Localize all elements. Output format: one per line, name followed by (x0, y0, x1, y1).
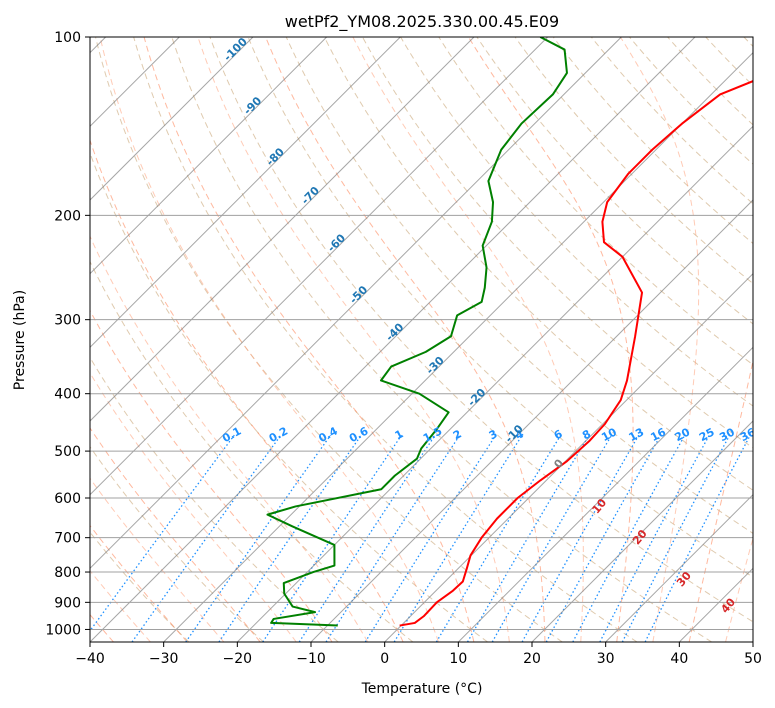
mixing-ratio-line (466, 434, 590, 642)
mixing-ratio-line (491, 434, 613, 642)
mixing-ratio-line (218, 434, 362, 642)
moist-adiabat-line (90, 138, 404, 642)
isotherms (90, 37, 753, 642)
y-tick-label: 900 (54, 595, 81, 611)
isotherm-line (310, 199, 753, 642)
y-tick-label: 500 (54, 444, 81, 460)
mixing-ratio-line (572, 434, 686, 642)
dry-adiabat-line (133, 37, 638, 642)
isotherm-line (90, 37, 475, 422)
x-tick-label: 50 (744, 651, 762, 667)
x-tick-label: 0 (380, 651, 389, 667)
moist-adiabat-line (352, 37, 584, 642)
mixing-ratio-label: 36 (738, 425, 758, 444)
mixing-ratio-label: 13 (627, 425, 647, 444)
y-tick-label: 300 (54, 313, 81, 329)
moist-adiabat-line (90, 427, 261, 642)
isotherm-line (90, 37, 328, 275)
isotherm-line (605, 493, 753, 642)
dry-adiabat-line (323, 37, 753, 491)
y-tick-label: 800 (54, 565, 81, 581)
moist-adiabat-line (619, 37, 700, 642)
moist-adiabat-line (265, 37, 546, 642)
moist-adiabat-line (90, 235, 369, 642)
sounding-series (266, 37, 753, 627)
isotherm-line (236, 125, 753, 642)
sounding-line (266, 37, 568, 627)
dry-adiabat-line (209, 37, 753, 623)
dry-adiabat-line (90, 260, 414, 642)
x-tick-label: 10 (449, 651, 467, 667)
isotherm-line (384, 272, 753, 642)
plot-frame (89, 36, 754, 643)
isotherm-line (457, 346, 753, 642)
mixing-ratio-line (364, 434, 497, 642)
x-tick-label: 20 (523, 651, 541, 667)
x-tick-label: −30 (149, 651, 179, 667)
mixing-ratio-line (435, 434, 562, 642)
x-tick-label: −10 (296, 651, 326, 667)
mixing-ratio-line (90, 434, 235, 632)
moist-adiabats (90, 37, 753, 642)
mixing-ratio-label: 20 (673, 425, 693, 444)
dry-adiabat-line (90, 445, 264, 642)
dry-adiabat-line (247, 37, 753, 578)
moist-adiabat-line (90, 524, 188, 642)
moist-adiabat-line (197, 37, 510, 642)
moist-adiabat-line (90, 372, 297, 642)
mixing-ratio-label: 16 (648, 425, 668, 444)
dry-adiabat-line (400, 37, 753, 407)
mixing-ratio-line (185, 434, 332, 642)
isotherm-line (90, 37, 401, 349)
dry-adiabat-line (514, 37, 753, 285)
y-tick-label: 200 (54, 208, 81, 224)
isotherm-line (90, 37, 254, 201)
moist-adiabat-line (688, 358, 753, 642)
moist-adiabat-line (99, 37, 439, 642)
plot-area: 0.1 0.2 0.4 0.6 1 1.5 2 3 4 6 8 10 13 16 20 25 30 36-100-… (90, 37, 758, 642)
sounding-line (399, 80, 753, 627)
mixing-ratio-line (621, 434, 731, 642)
mixing-ratio-line (644, 434, 751, 642)
dry-adiabat-line (629, 37, 753, 165)
x-tick-label: 40 (670, 651, 688, 667)
mixing-ratio-label: 30 (717, 425, 737, 444)
y-tick-label: 600 (54, 491, 81, 507)
y-tick-label: 700 (54, 531, 81, 547)
x-axis-title: Temperature (°C) (361, 681, 483, 697)
y-tick-label: 400 (54, 387, 81, 403)
y-axis-title: Pressure (hPa) (12, 290, 28, 390)
mixing-ratio-label: 25 (697, 425, 717, 444)
dry-adiabat-line (476, 37, 753, 325)
isotherm-line (90, 37, 622, 570)
mixing-ratio-line (545, 434, 662, 642)
isotherm-line (163, 51, 753, 642)
x-tick-label: −40 (75, 651, 105, 667)
y-axis: 100 200 300 400 500 600 700 800 900 1000 (45, 30, 90, 638)
isotherm-line (90, 37, 696, 642)
isotherm-line (531, 420, 753, 642)
x-tick-label: 30 (597, 651, 615, 667)
isotherm-line (90, 37, 549, 496)
isobars (90, 37, 753, 630)
x-axis: −40 −30 −20 −10 0 10 20 30 40 50 (75, 642, 762, 667)
mixing-ratio-label: 10 (599, 425, 619, 444)
x-tick-label: −20 (223, 651, 253, 667)
moist-adiabat-line (90, 309, 333, 642)
y-tick-label: 1000 (45, 622, 81, 638)
chart-title: wetPf2_YM08.2025.330.00.45.E09 (285, 12, 559, 32)
moist-adiabat-line (90, 569, 151, 642)
moist-adiabat-line (725, 536, 753, 642)
y-tick-label: 100 (54, 30, 81, 46)
mixing-ratio-line (521, 434, 640, 642)
mixing-ratio-line (325, 434, 461, 642)
moist-adiabat-line (90, 477, 225, 642)
moist-adiabat-line (143, 37, 475, 642)
